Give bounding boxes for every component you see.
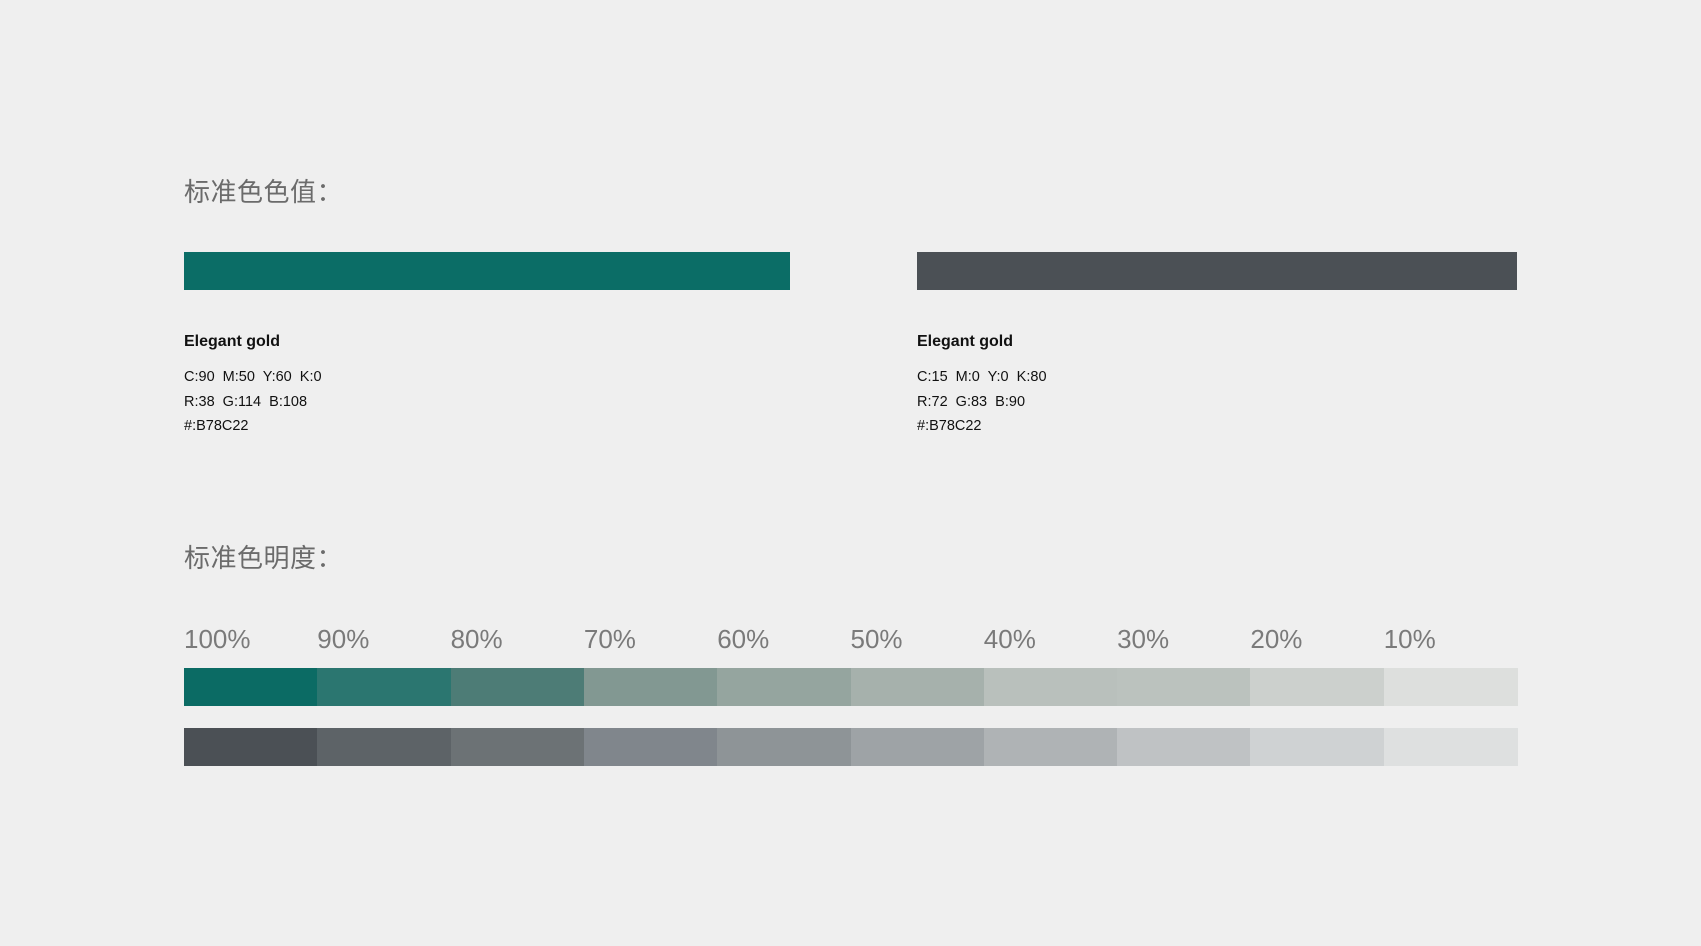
tint-swatch <box>1117 668 1252 706</box>
tint-swatch <box>1383 728 1518 766</box>
brightness-label: 50% <box>850 624 903 654</box>
standard-color-values-title: 标准色色值： <box>184 178 344 208</box>
secondary-tint-row <box>184 728 1518 766</box>
cmyk-value: C:90 M:50 Y:60 K:0 <box>184 369 322 385</box>
tint-swatch <box>583 728 718 766</box>
brightness-label: 40% <box>983 624 1036 654</box>
tint-swatch <box>450 728 585 766</box>
brightness-label: 20% <box>1250 624 1303 654</box>
tint-swatch <box>317 728 452 766</box>
rgb-value: R:38 G:114 B:108 <box>184 393 308 410</box>
hex-value: #:B78C22 <box>184 418 249 434</box>
hex-value: #:B78C22 <box>917 418 982 434</box>
tint-swatch <box>184 668 318 706</box>
tint-swatch <box>1117 728 1252 766</box>
primary-tint-row <box>184 668 1518 706</box>
tint-swatch <box>983 728 1118 766</box>
brightness-label: 60% <box>717 624 770 654</box>
brightness-labels: 100% 90% 80% 70% 60% 50% 40% 30% 20% 10% <box>184 624 1517 658</box>
tint-swatch <box>1250 728 1385 766</box>
tint-swatch <box>317 668 452 706</box>
tint-swatch <box>583 668 718 706</box>
brightness-label: 70% <box>583 624 636 654</box>
secondary-color-swatch <box>917 252 1517 290</box>
primary-color-info: Elegant gold C:90 M:50 Y:60 K:0 R:38 G:1… <box>184 331 322 439</box>
tint-swatch <box>184 728 318 766</box>
rgb-value: R:72 G:83 B:90 <box>917 393 1026 410</box>
tint-swatch <box>717 668 852 706</box>
color-name: Elegant gold <box>917 333 1013 350</box>
brightness-label: 90% <box>317 624 370 654</box>
brightness-label: 30% <box>1117 624 1170 654</box>
standard-color-brightness-title: 标准色明度： <box>184 544 344 574</box>
brightness-label: 100% <box>184 624 251 654</box>
color-name: Elegant gold <box>184 333 280 350</box>
tint-swatch <box>1250 668 1385 706</box>
tint-swatch <box>850 668 985 706</box>
tint-swatch <box>450 668 585 706</box>
tint-swatch <box>850 728 985 766</box>
tint-swatch <box>1383 668 1518 706</box>
cmyk-value: C:15 M:0 Y:0 K:80 <box>917 369 1047 385</box>
secondary-color-info: Elegant gold C:15 M:0 Y:0 K:80 R:72 G:83… <box>917 331 1047 439</box>
primary-color-swatch <box>184 252 790 290</box>
tint-swatch <box>983 668 1118 706</box>
tint-swatch <box>717 728 852 766</box>
brightness-label: 80% <box>450 624 503 654</box>
brightness-label: 10% <box>1383 624 1436 654</box>
